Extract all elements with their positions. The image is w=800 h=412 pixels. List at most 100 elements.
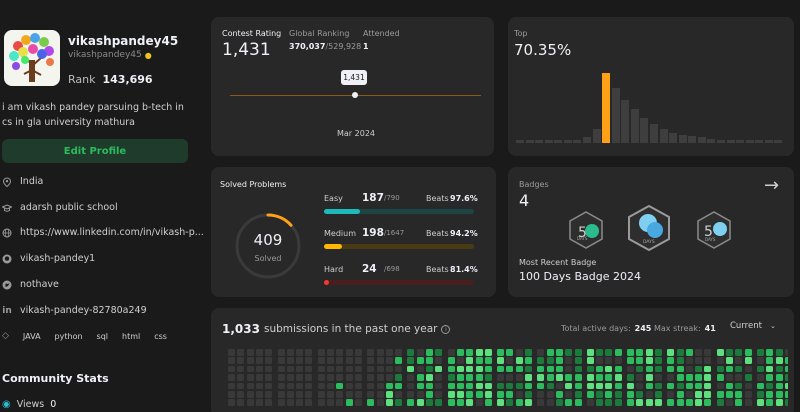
heatmap-cell[interactable] (475, 382, 483, 390)
badge-100-days-icon[interactable]: DAYS (626, 205, 672, 251)
heatmap-cell[interactable] (525, 365, 532, 373)
heatmap-cell[interactable] (716, 399, 724, 406)
heatmap-cell[interactable] (354, 391, 362, 398)
heatmap-cell[interactable] (435, 349, 443, 356)
heatmap-cell[interactable] (286, 374, 294, 381)
heatmap-cell[interactable] (475, 391, 483, 398)
heatmap-cell[interactable] (735, 391, 743, 398)
heatmap-cell[interactable] (447, 349, 455, 356)
heatmap-cell[interactable] (376, 391, 384, 398)
heatmap-cell[interactable] (614, 365, 622, 373)
skill-tag[interactable]: css (154, 331, 167, 341)
heatmap-cell[interactable] (716, 349, 724, 356)
heatmap-cell[interactable] (395, 382, 403, 390)
heatmap-cell[interactable] (605, 365, 613, 373)
heatmap-cell[interactable] (367, 374, 375, 381)
heatmap-cell[interactable] (456, 374, 464, 381)
heatmap-cell[interactable] (537, 365, 545, 373)
heatmap-cell[interactable] (447, 365, 455, 373)
heatmap-cell[interactable] (277, 349, 285, 356)
heatmap-cell[interactable] (345, 399, 353, 406)
heatmap-cell[interactable] (277, 382, 285, 390)
heatmap-cell[interactable] (385, 357, 393, 364)
heatmap-cell[interactable] (654, 374, 662, 381)
heatmap-cell[interactable] (775, 349, 783, 356)
heatmap-cell[interactable] (246, 357, 254, 364)
heatmap-cell[interactable] (546, 382, 554, 390)
heatmap-cell[interactable] (667, 349, 675, 356)
heatmap-cell[interactable] (456, 357, 464, 364)
heatmap-cell[interactable] (228, 374, 235, 381)
heatmap-cell[interactable] (525, 382, 532, 390)
heatmap-cell[interactable] (515, 349, 523, 356)
heatmap-cell[interactable] (497, 374, 505, 381)
heatmap-cell[interactable] (286, 382, 294, 390)
heatmap-cell[interactable] (475, 357, 483, 364)
website-row[interactable]: https://www.linkedin.com/in/vikash-p... (2, 227, 204, 238)
heatmap-cell[interactable] (574, 374, 582, 381)
heatmap-cell[interactable] (416, 374, 424, 381)
heatmap-cell[interactable] (685, 399, 693, 406)
heatmap-cell[interactable] (766, 349, 774, 356)
heatmap-cell[interactable] (525, 349, 532, 356)
heatmap-cell[interactable] (484, 374, 492, 381)
heatmap-cell[interactable] (596, 382, 604, 390)
heatmap-cell[interactable] (265, 391, 273, 398)
heatmap-cell[interactable] (237, 365, 245, 373)
heatmap-cell[interactable] (286, 399, 294, 406)
heatmap-cell[interactable] (735, 399, 743, 406)
heatmap-cell[interactable] (426, 382, 433, 390)
website-link[interactable]: https://www.linkedin.com/in/vikash-p... (20, 227, 204, 238)
heatmap-cell[interactable] (237, 391, 245, 398)
heatmap-cell[interactable] (744, 365, 752, 373)
heatmap-cell[interactable] (296, 391, 304, 398)
heatmap-cell[interactable] (317, 349, 325, 356)
heatmap-cell[interactable] (784, 357, 788, 364)
heatmap-cell[interactable] (704, 391, 712, 398)
heatmap-cell[interactable] (756, 374, 764, 381)
heatmap-cell[interactable] (766, 391, 774, 398)
heatmap-cell[interactable] (744, 374, 752, 381)
heatmap-cell[interactable] (744, 349, 752, 356)
heatmap-cell[interactable] (426, 391, 433, 398)
heatmap-cell[interactable] (654, 357, 662, 364)
heatmap-cell[interactable] (627, 374, 634, 381)
heatmap-cell[interactable] (775, 399, 783, 406)
heatmap-cell[interactable] (407, 374, 415, 381)
heatmap-cell[interactable] (327, 399, 334, 406)
heatmap-cell[interactable] (636, 365, 644, 373)
heatmap-cell[interactable] (784, 365, 788, 373)
heatmap-cell[interactable] (565, 365, 573, 373)
heatmap-cell[interactable] (676, 349, 684, 356)
heatmap-cell[interactable] (376, 399, 384, 406)
heatmap-cell[interactable] (286, 365, 294, 373)
heatmap-cell[interactable] (766, 374, 774, 381)
heatmap-cell[interactable] (667, 365, 675, 373)
heatmap-cell[interactable] (506, 382, 514, 390)
heatmap-cell[interactable] (265, 399, 273, 406)
heatmap-cell[interactable] (255, 365, 263, 373)
heatmap-cell[interactable] (336, 399, 344, 406)
heatmap-cell[interactable] (506, 391, 514, 398)
heatmap-cell[interactable] (756, 399, 764, 406)
linkedin-link[interactable]: vikash-pandey-82780a249 (20, 305, 147, 316)
heatmap-cell[interactable] (228, 382, 235, 390)
heatmap-cell[interactable] (676, 399, 684, 406)
heatmap-cell[interactable] (506, 349, 514, 356)
heatmap-cell[interactable] (484, 382, 492, 390)
heatmap-cell[interactable] (574, 357, 582, 364)
heatmap-cell[interactable] (228, 357, 235, 364)
heatmap-cell[interactable] (466, 391, 474, 398)
heatmap-cell[interactable] (484, 399, 492, 406)
heatmap-cell[interactable] (497, 357, 505, 364)
heatmap-cell[interactable] (426, 374, 433, 381)
heatmap-cell[interactable] (345, 382, 353, 390)
heatmap-cell[interactable] (484, 357, 492, 364)
heatmap-cell[interactable] (704, 365, 712, 373)
heatmap-cell[interactable] (255, 382, 263, 390)
heatmap-cell[interactable] (447, 399, 455, 406)
heatmap-cell[interactable] (704, 399, 712, 406)
heatmap-cell[interactable] (317, 391, 325, 398)
heatmap-cell[interactable] (614, 357, 622, 364)
heatmap-cell[interactable] (305, 374, 313, 381)
